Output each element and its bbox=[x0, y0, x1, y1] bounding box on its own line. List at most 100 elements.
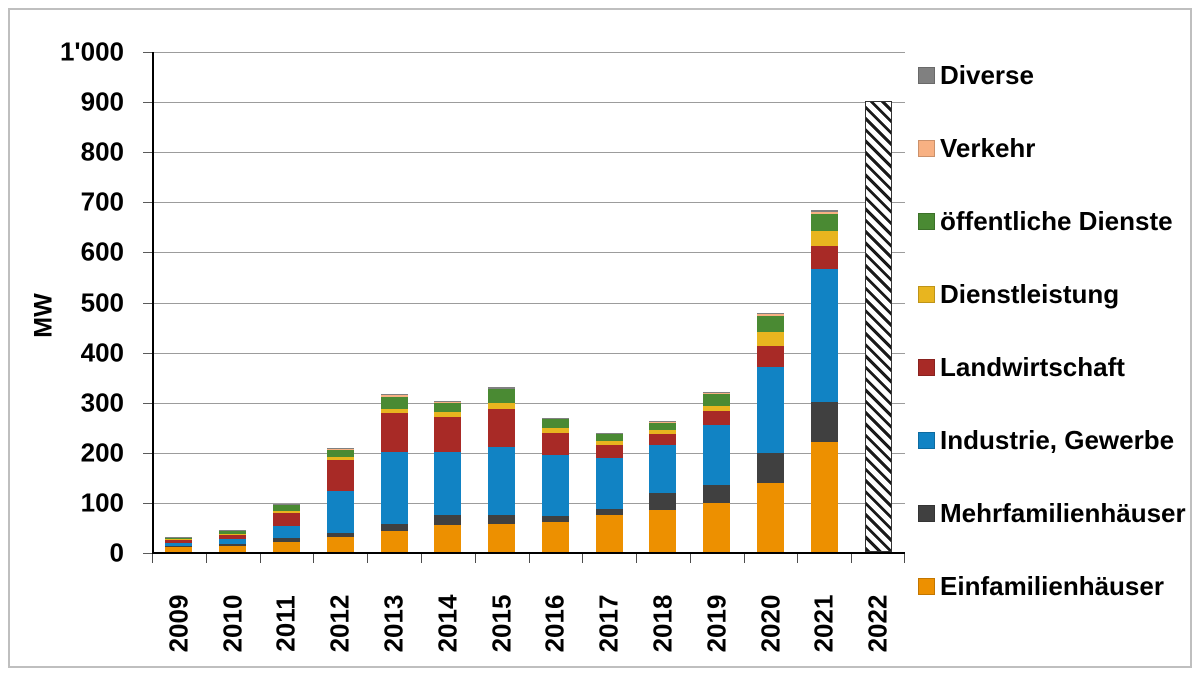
bar-segment bbox=[272, 503, 300, 505]
y-tick-label: 400 bbox=[80, 337, 124, 368]
legend-label: Landwirtschaft bbox=[940, 352, 1125, 382]
forecast-bar-2022[interactable] bbox=[864, 101, 892, 552]
y-tick-mark bbox=[143, 502, 152, 504]
legend-item-mehrfamilienh-user[interactable]: Mehrfamilienhäuser bbox=[918, 500, 1186, 526]
bar-segment bbox=[434, 514, 462, 525]
bar-segment bbox=[810, 210, 838, 213]
gridline bbox=[152, 52, 905, 53]
bar-segment bbox=[541, 522, 569, 552]
bar-segment bbox=[380, 395, 408, 398]
stacked-bar-2021[interactable] bbox=[810, 210, 838, 552]
stacked-bar-2010[interactable] bbox=[219, 530, 247, 552]
bar-segment bbox=[434, 401, 462, 403]
bar-segment bbox=[380, 451, 408, 525]
x-tick-label-text: 2022 bbox=[862, 594, 893, 653]
legend-item-industrie-gewerbe[interactable]: Industrie, Gewerbe bbox=[918, 427, 1174, 453]
x-tick-label-text: 2012 bbox=[324, 594, 355, 653]
legend-item-ffentliche-dienste[interactable]: öffentliche Dienste bbox=[918, 208, 1173, 234]
legend-item-landwirtschaft[interactable]: Landwirtschaft bbox=[918, 354, 1125, 380]
stacked-bar-2015[interactable] bbox=[488, 387, 516, 552]
x-tick-label-text: 2021 bbox=[808, 594, 839, 653]
x-tick-label: 2011 bbox=[271, 563, 301, 651]
x-tick-mark bbox=[367, 553, 369, 563]
bar-segment bbox=[488, 515, 516, 525]
bar-segment bbox=[703, 410, 731, 426]
bar-segment bbox=[757, 452, 785, 483]
legend-swatch-icon bbox=[918, 431, 935, 449]
x-tick-mark bbox=[636, 553, 638, 563]
stacked-bar-2018[interactable] bbox=[649, 421, 677, 552]
bar-segment bbox=[595, 514, 623, 552]
x-tick-mark bbox=[582, 553, 584, 563]
bar-segment bbox=[757, 314, 785, 316]
x-tick-mark bbox=[851, 553, 853, 563]
y-tick-mark bbox=[143, 252, 152, 254]
bar-segment bbox=[272, 510, 300, 514]
x-tick-mark bbox=[743, 553, 745, 563]
legend-item-diverse[interactable]: Diverse bbox=[918, 62, 1034, 88]
stacked-bar-2017[interactable] bbox=[595, 432, 623, 552]
bar-segment bbox=[326, 491, 354, 534]
y-tick-mark bbox=[143, 302, 152, 304]
bar-segment bbox=[757, 331, 785, 346]
bar-segment bbox=[380, 530, 408, 552]
plot-area bbox=[143, 52, 905, 563]
legend-item-verkehr[interactable]: Verkehr bbox=[918, 135, 1035, 161]
y-tick-label: 100 bbox=[80, 487, 124, 518]
stacked-bar-2013[interactable] bbox=[380, 394, 408, 552]
bar-segment bbox=[757, 482, 785, 552]
bar-segment bbox=[649, 509, 677, 552]
bar-segment bbox=[434, 411, 462, 418]
gridline bbox=[152, 502, 905, 504]
x-tick-label-text: 2013 bbox=[378, 594, 409, 653]
stacked-bar-2009[interactable] bbox=[165, 536, 193, 552]
x-tick-label: 2021 bbox=[809, 563, 839, 653]
stacked-bar-2012[interactable] bbox=[326, 448, 354, 552]
x-tick-label: 2012 bbox=[325, 563, 355, 653]
bar-segment bbox=[326, 537, 354, 552]
y-tick-mark bbox=[143, 402, 152, 404]
bar-segment bbox=[649, 421, 677, 423]
x-tick-label-text: 2018 bbox=[647, 594, 678, 653]
legend-swatch-icon bbox=[918, 66, 935, 84]
x-tick-label: 2014 bbox=[432, 563, 462, 653]
legend-item-dienstleistung[interactable]: Dienstleistung bbox=[918, 281, 1119, 307]
stacked-bar-2019[interactable] bbox=[703, 391, 731, 552]
stacked-bar-2020[interactable] bbox=[757, 312, 785, 552]
bar-segment bbox=[810, 213, 838, 231]
y-tick-mark bbox=[143, 553, 152, 554]
y-tick-mark bbox=[143, 352, 152, 354]
bar-segment bbox=[488, 387, 516, 389]
x-tick-label: 2019 bbox=[701, 563, 731, 653]
y-tick-label: 0 bbox=[109, 537, 124, 568]
y-tick-label: 900 bbox=[80, 86, 124, 117]
x-tick-label: 2018 bbox=[647, 563, 677, 653]
bar-segment bbox=[595, 458, 623, 509]
stacked-bar-2014[interactable] bbox=[434, 401, 462, 552]
bar-segment bbox=[703, 485, 731, 503]
bar-segment bbox=[488, 389, 516, 403]
bar-segment bbox=[541, 516, 569, 523]
x-tick-label-text: 2010 bbox=[217, 594, 248, 653]
x-tick-label: 2022 bbox=[863, 563, 893, 653]
bar-segment bbox=[488, 402, 516, 409]
bar-segment bbox=[326, 533, 354, 538]
bar-segment bbox=[488, 524, 516, 552]
bar-segment bbox=[272, 538, 300, 542]
legend-item-einfamilienh-user[interactable]: Einfamilienhäuser bbox=[918, 573, 1164, 599]
bar-segment bbox=[649, 429, 677, 435]
stacked-bar-2011[interactable] bbox=[272, 503, 300, 552]
bar-segment bbox=[272, 541, 300, 552]
legend-label: Dienstleistung bbox=[940, 279, 1120, 309]
legend-swatch-icon bbox=[918, 504, 935, 522]
gridline bbox=[152, 302, 905, 304]
bar-segment bbox=[219, 535, 247, 539]
stacked-bar-2016[interactable] bbox=[541, 417, 569, 552]
bar-segment bbox=[810, 401, 838, 443]
bar-segment bbox=[488, 408, 516, 447]
bar-segment bbox=[703, 425, 731, 486]
bar-segment bbox=[595, 444, 623, 459]
bar-segment bbox=[165, 547, 193, 552]
bar-segment bbox=[541, 417, 569, 419]
